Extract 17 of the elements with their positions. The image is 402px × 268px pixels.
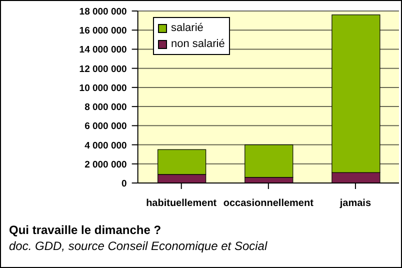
- legend-label: salarié: [170, 21, 204, 36]
- legend-label: non salarié: [170, 37, 225, 52]
- y-tick-label: 14 000 000: [79, 44, 127, 56]
- x-tick-label: jamais: [338, 198, 372, 210]
- y-tick-label: 6 000 000: [84, 121, 127, 132]
- y-tick-label: 2 000 000: [84, 159, 127, 170]
- x-tick-label: occasionnellement: [223, 198, 314, 210]
- x-tick-label: habituellement: [146, 198, 218, 210]
- y-tick-label: 18 000 000: [79, 6, 127, 18]
- y-tick-label: 8 000 000: [84, 102, 127, 114]
- y-tick-label: 0: [122, 178, 127, 190]
- text: Qui travaille le dimanche ?: [9, 223, 162, 237]
- y-tick-label: 16 000 000: [79, 26, 127, 37]
- y-tick-label: 12 000 000: [79, 64, 127, 75]
- text: doc. GDD, source Conseil Economique et Social: [9, 239, 268, 253]
- y-tick-label: 10 000 000: [79, 82, 127, 94]
- y-tick-label: 4 000 000: [84, 140, 127, 152]
